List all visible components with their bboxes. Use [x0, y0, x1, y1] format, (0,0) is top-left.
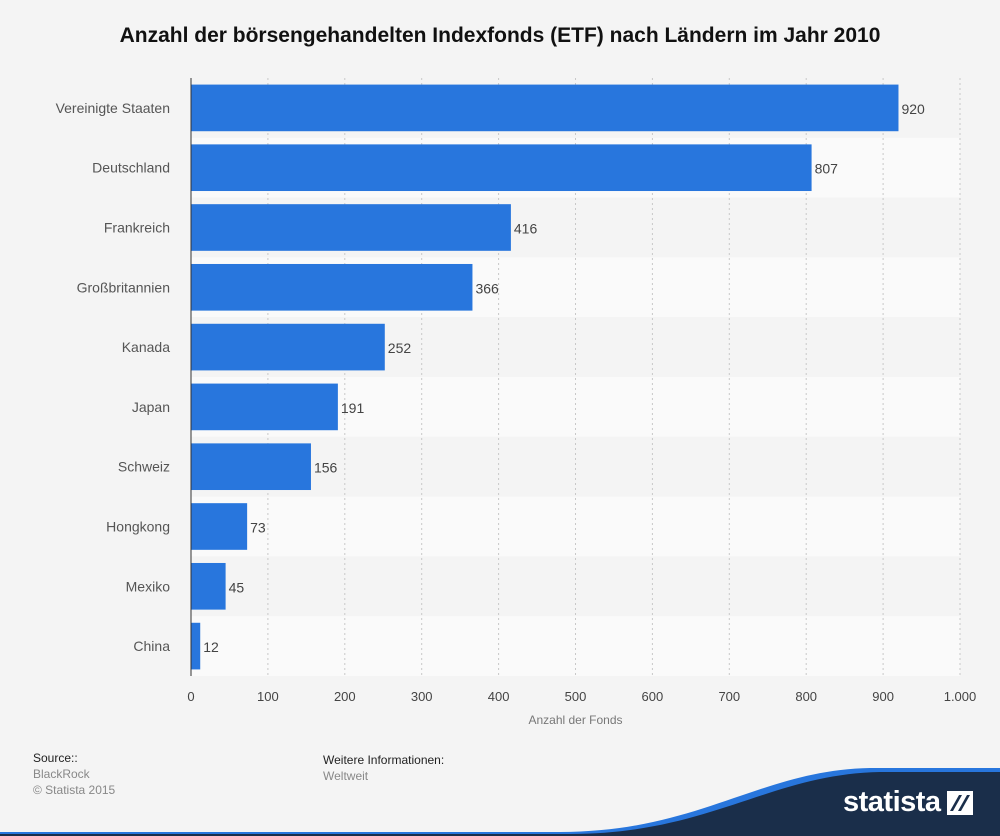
source-name[interactable]: BlackRock	[33, 767, 90, 781]
x-tick-label: 800	[795, 689, 817, 704]
category-label: Kanada	[122, 339, 170, 355]
bar	[191, 503, 248, 550]
bar	[191, 323, 385, 371]
logo-text: statista	[843, 786, 941, 818]
x-tick-label: 400	[488, 689, 510, 704]
bar	[191, 443, 311, 491]
data-label: 156	[314, 460, 338, 476]
x-tick-label: 200	[334, 689, 356, 704]
data-label: 807	[815, 161, 839, 177]
data-label: 12	[203, 639, 219, 655]
bar-chart: 920 Vereinigte Staaten 807 Deutschland 416 Fr…	[56, 78, 977, 727]
bar	[191, 84, 899, 132]
chart-title: Anzahl der börsengehandelten Indexfonds …	[119, 24, 881, 47]
bar	[191, 383, 338, 431]
data-label: 73	[250, 520, 266, 536]
data-label: 252	[388, 340, 412, 356]
bar	[191, 144, 812, 192]
data-label: 45	[229, 579, 245, 595]
x-tick-label: 100	[257, 689, 279, 704]
category-label: Japan	[132, 399, 170, 415]
category-label: China	[133, 638, 170, 654]
x-tick-label: 300	[411, 689, 433, 704]
category-label: Mexiko	[126, 578, 171, 594]
data-label: 416	[514, 221, 538, 237]
x-tick-label: 500	[565, 689, 587, 704]
statista-logo[interactable]: statista	[843, 786, 973, 819]
info-heading: Weitere Informationen:	[323, 753, 445, 767]
source-heading: Source::	[33, 751, 78, 765]
footer-source: Source:: BlackRock © Statista 2015	[33, 750, 115, 798]
category-label: Vereinigte Staaten	[56, 100, 170, 116]
x-tick-label: 900	[872, 689, 894, 704]
statista-logo-icon	[946, 790, 973, 815]
data-label: 191	[341, 400, 365, 416]
row-band	[191, 436, 960, 497]
category-label: Frankreich	[104, 220, 170, 236]
x-tick-label: 700	[718, 689, 740, 704]
row-band	[191, 556, 960, 617]
row-band	[191, 616, 960, 676]
bar	[191, 622, 201, 670]
info-value: Weltweit	[323, 769, 369, 783]
data-label: 366	[475, 280, 499, 296]
footer-info: Weitere Informationen: Weltweit	[323, 752, 444, 784]
x-tick-label: 600	[642, 689, 664, 704]
copyright: © Statista 2015	[33, 783, 116, 797]
category-label: Hongkong	[106, 519, 170, 535]
bar	[191, 562, 226, 610]
data-label: 920	[901, 101, 925, 117]
category-label: Schweiz	[118, 459, 170, 475]
x-tick-label: 1.000	[944, 689, 977, 704]
x-tick-label: 0	[187, 689, 194, 704]
x-axis-title: Anzahl der Fonds	[528, 713, 622, 727]
category-label: Großbritannien	[77, 279, 170, 295]
bar	[191, 204, 511, 251]
row-band	[191, 496, 960, 557]
category-label: Deutschland	[92, 160, 170, 176]
bar	[191, 263, 473, 311]
brand-wave	[0, 768, 1000, 836]
